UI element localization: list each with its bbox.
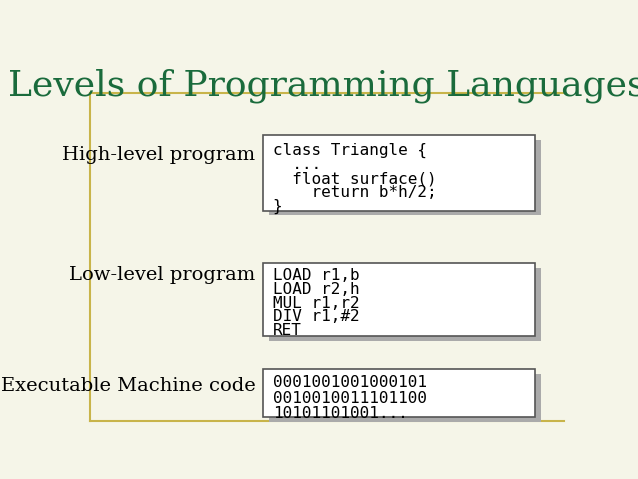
- Text: Executable Machine code: Executable Machine code: [1, 376, 255, 395]
- Text: return b*h/2;: return b*h/2;: [272, 185, 436, 200]
- Text: MUL r1,r2: MUL r1,r2: [272, 296, 359, 311]
- Bar: [263, 369, 535, 417]
- Bar: [263, 135, 535, 211]
- Text: Low-level program: Low-level program: [69, 266, 255, 284]
- Text: Levels of Programming Languages: Levels of Programming Languages: [8, 68, 638, 103]
- Text: class Triangle {: class Triangle {: [272, 143, 427, 158]
- Bar: [269, 374, 541, 422]
- Text: High-level program: High-level program: [62, 146, 255, 164]
- Bar: [263, 263, 535, 336]
- Text: 0001001001000101: 0001001001000101: [272, 376, 427, 390]
- Text: LOAD r2,h: LOAD r2,h: [272, 282, 359, 297]
- Text: }: }: [272, 199, 282, 214]
- Text: 10101101001...: 10101101001...: [272, 406, 407, 422]
- Text: DIV r1,#2: DIV r1,#2: [272, 309, 359, 324]
- Text: ...: ...: [272, 157, 321, 172]
- Text: float surface(): float surface(): [272, 171, 436, 186]
- Bar: [269, 140, 541, 216]
- Bar: [269, 268, 541, 341]
- Text: 0010010011101100: 0010010011101100: [272, 391, 427, 406]
- Text: RET: RET: [272, 323, 302, 338]
- Text: LOAD r1,b: LOAD r1,b: [272, 268, 359, 284]
